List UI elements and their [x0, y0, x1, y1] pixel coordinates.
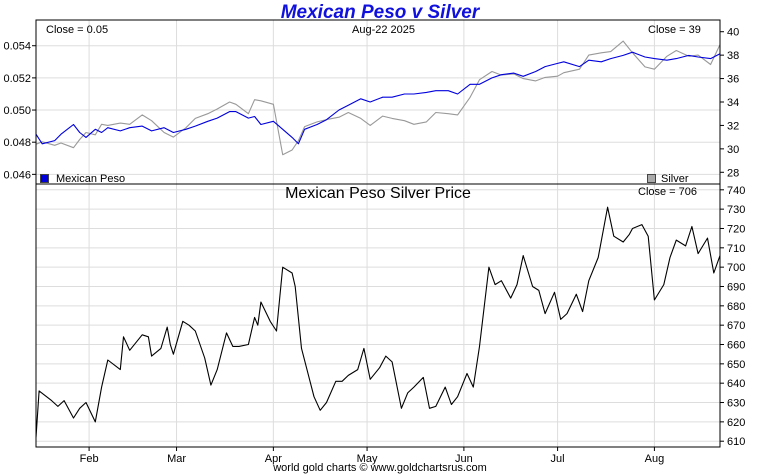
y-right-tick-label: 30 — [727, 144, 739, 156]
x-tick-label: Jun — [455, 453, 473, 465]
chart-title: Mexican Peso v Silver — [280, 2, 480, 23]
y-right-tick-label: 690 — [727, 281, 745, 293]
x-tick-label: Mar — [167, 453, 186, 465]
y-left-tick-label: 0.046 — [3, 169, 31, 181]
y-right-tick-label: 740 — [727, 185, 745, 197]
x-tick-label: Aug — [645, 453, 665, 465]
x-tick-label: Apr — [265, 453, 282, 465]
peso-silver-price-line — [35, 206, 721, 438]
y-right-tick-label: 650 — [727, 359, 745, 371]
x-tick-label: Feb — [80, 453, 99, 465]
footer-credit: world gold charts © www.goldchartsrus.co… — [273, 462, 487, 474]
y-right-tick-label: 34 — [727, 97, 739, 109]
y-left-tick-label: 0.050 — [3, 105, 31, 117]
y-right-tick-label: 40 — [727, 27, 739, 39]
y-right-tick-label: 660 — [727, 340, 745, 352]
legend-swatch-peso — [40, 174, 49, 183]
y-right-tick-label: 670 — [727, 320, 745, 332]
close-left-label: Close = 0.05 — [46, 24, 109, 36]
y-right-tick-label: 710 — [727, 243, 745, 255]
y-right-tick-label: 28 — [727, 167, 739, 179]
x-tick-label: Jul — [551, 453, 565, 465]
y-right-tick-label: 36 — [727, 74, 739, 86]
y-right-tick-label: 32 — [727, 120, 739, 132]
y-right-tick-label: 38 — [727, 50, 739, 62]
legend-label-peso: Mexican Peso — [56, 173, 126, 185]
y-right-tick-label: 620 — [727, 417, 745, 429]
legend-swatch-silver — [647, 174, 656, 183]
bottom-panel-frame — [35, 183, 721, 448]
x-tick-label: May — [357, 453, 378, 465]
lower-chart-title: Mexican Peso Silver Price — [285, 185, 471, 202]
y-right-tick-label: 720 — [727, 223, 745, 235]
y-right-tick-label: 730 — [727, 204, 745, 216]
lower-close-label: Close = 706 — [638, 186, 698, 198]
top-panel-frame — [35, 19, 721, 185]
y-right-tick-label: 700 — [727, 262, 745, 274]
y-right-tick-label: 610 — [727, 436, 745, 448]
y-left-tick-label: 0.048 — [3, 137, 31, 149]
y-right-tick-label: 680 — [727, 301, 745, 313]
y-right-tick-label: 640 — [727, 378, 745, 390]
y-left-tick-label: 0.054 — [3, 41, 31, 53]
date-label: Aug-22 2025 — [352, 24, 415, 36]
y-left-tick-label: 0.052 — [3, 73, 31, 85]
legend-label-silver: Silver — [661, 173, 689, 185]
close-right-label: Close = 39 — [648, 24, 701, 36]
silver-series-line — [35, 40, 721, 156]
y-right-tick-label: 630 — [727, 398, 745, 410]
peso-series-line — [35, 51, 721, 145]
